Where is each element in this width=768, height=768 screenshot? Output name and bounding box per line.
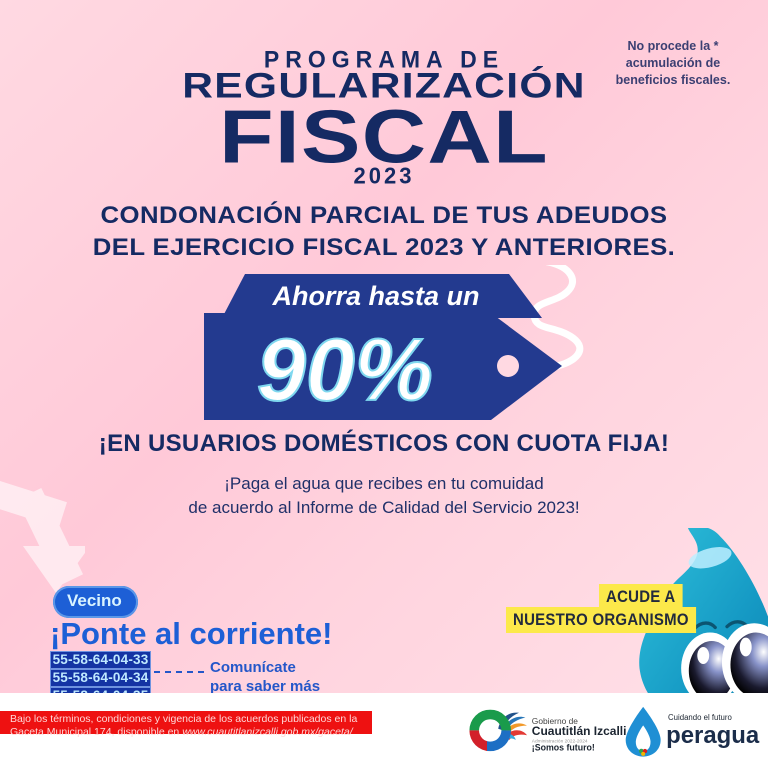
svg-text:Ahorra hasta un: Ahorra hasta un [271,281,479,311]
svg-text:peragua: peragua [666,722,760,749]
svg-text:Cuautitlán Izcalli: Cuautitlán Izcalli [532,724,627,738]
svg-text:90%: 90% [257,320,433,419]
svg-text:Cuidando el futuro: Cuidando el futuro [668,713,733,722]
svg-text:¡Somos futuro!: ¡Somos futuro! [532,742,595,752]
